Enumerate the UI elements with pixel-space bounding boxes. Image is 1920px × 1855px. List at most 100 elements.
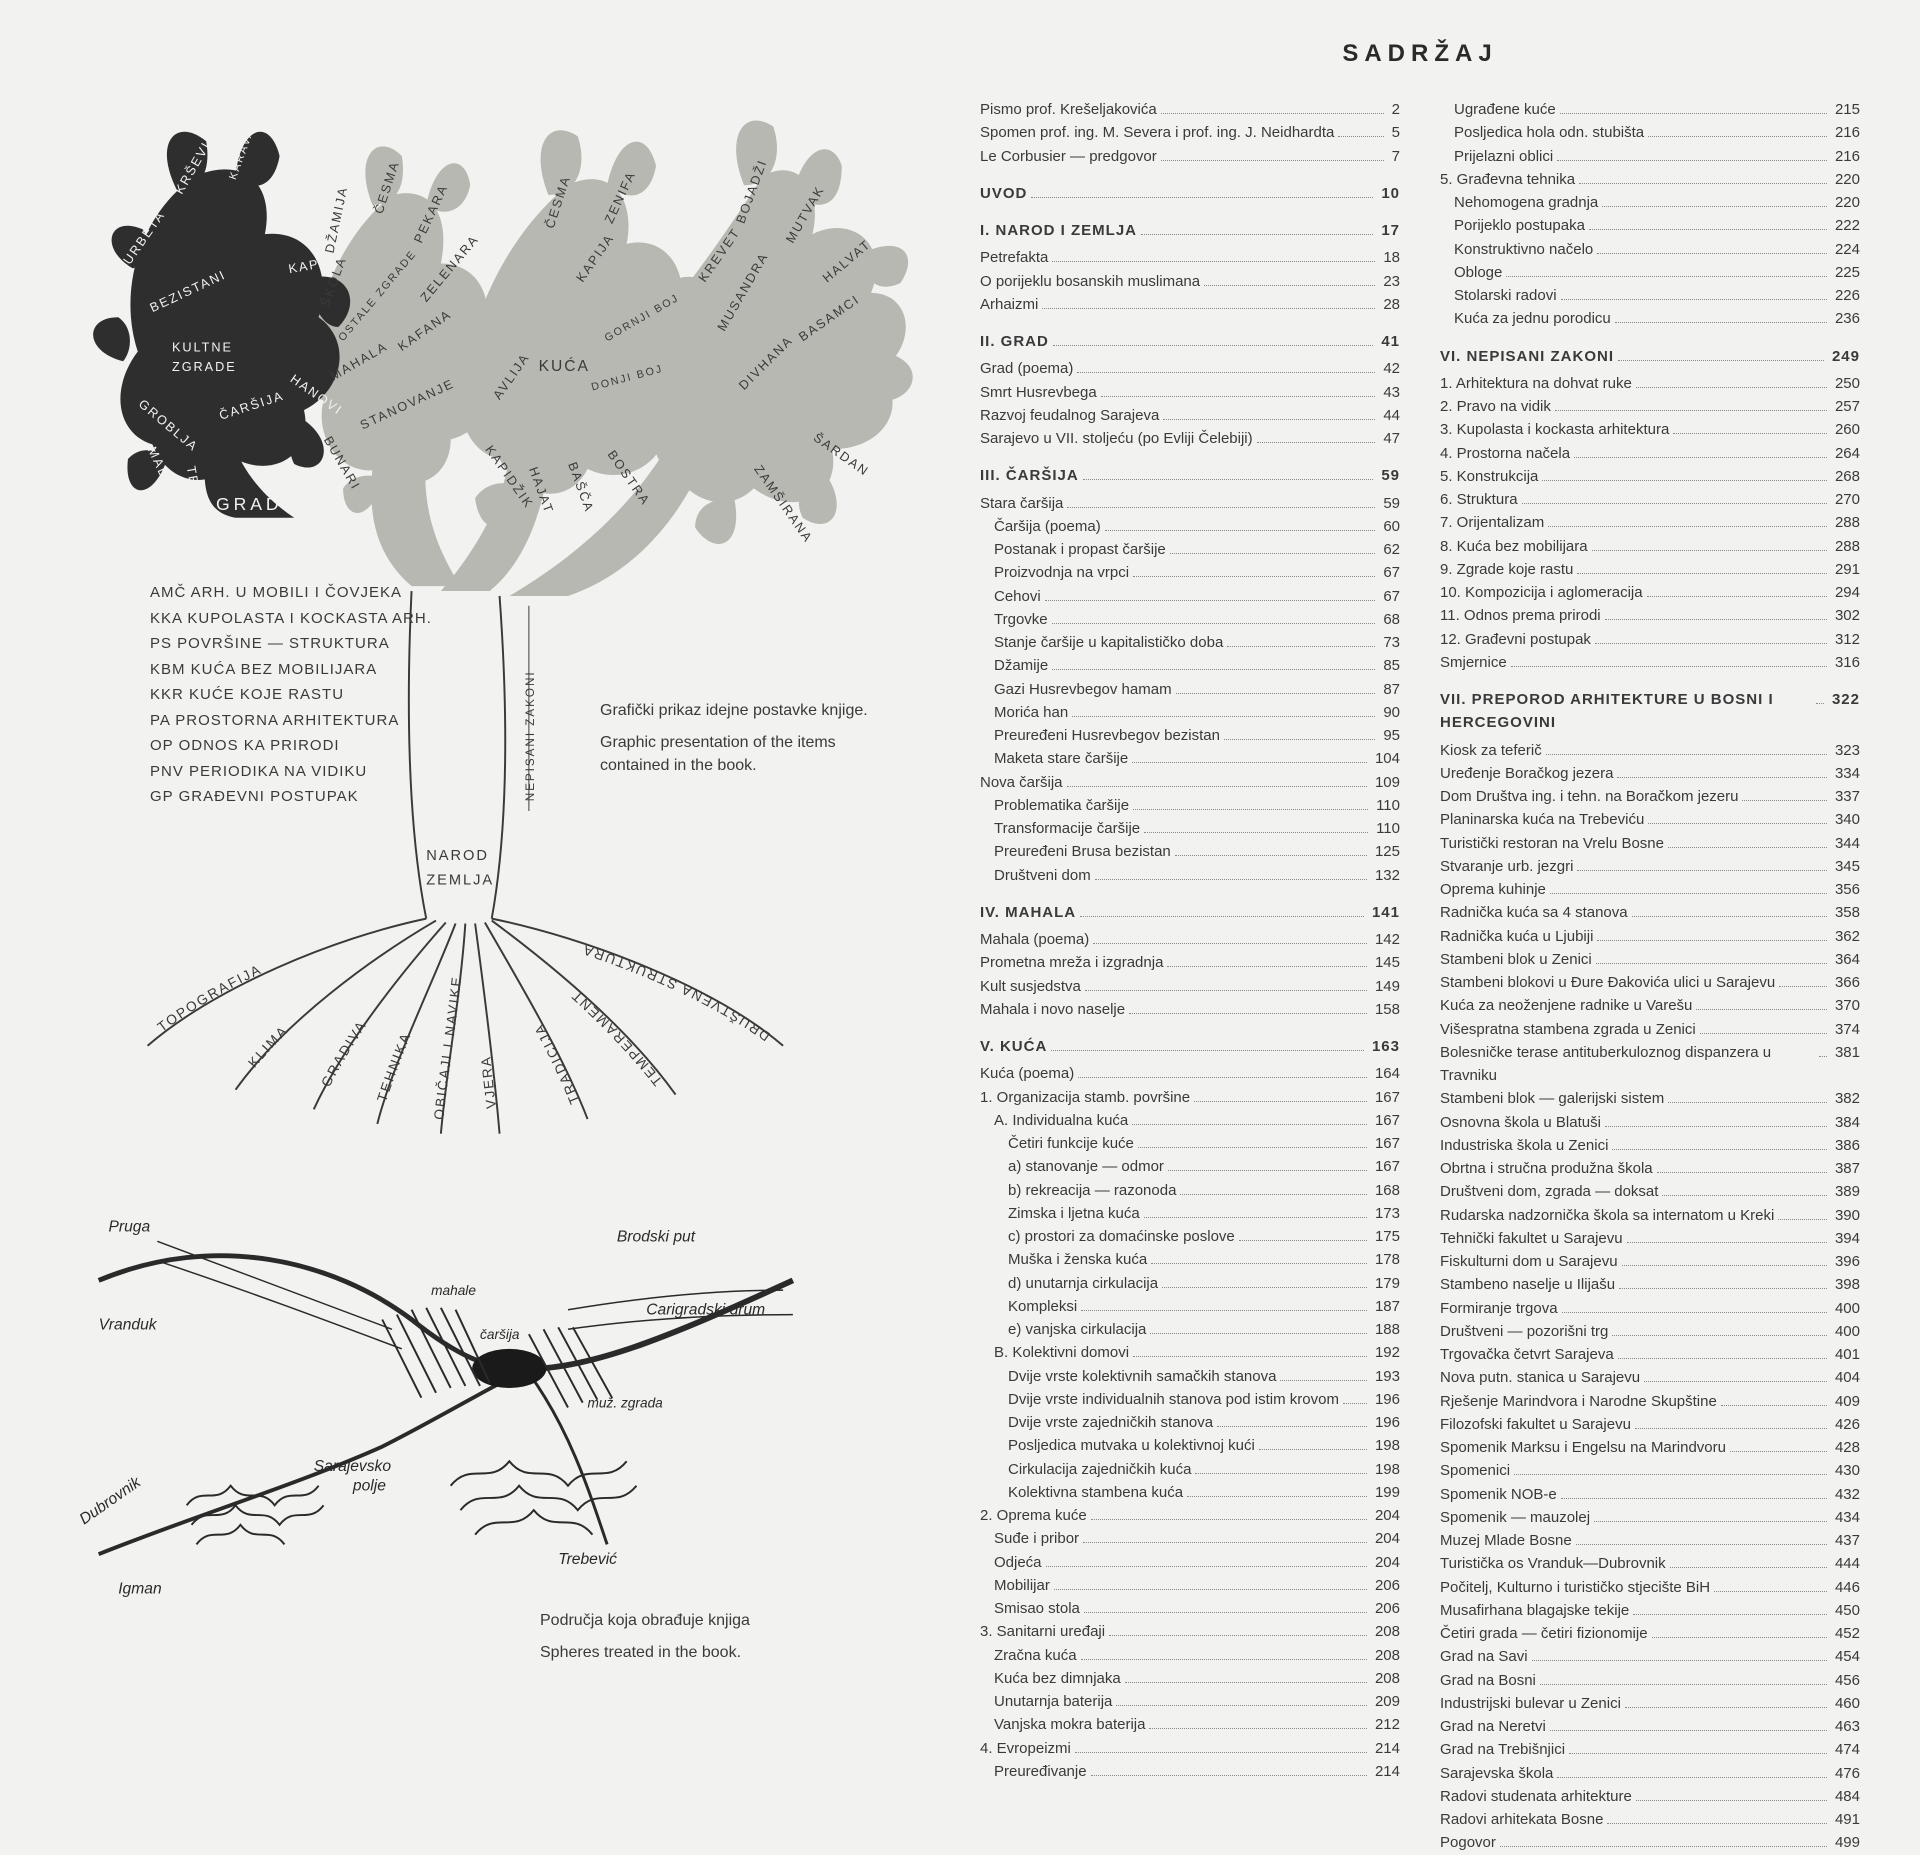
toc-entry: Spomenik Marksu i Engelsu na Marindvoru4… [1440, 1436, 1860, 1459]
toc-entry: Sarajevska škola476 [1440, 1762, 1860, 1785]
toc-entry: Stambeno naselje u Ilijašu398 [1440, 1273, 1860, 1296]
map-label: Carigradski drum [646, 1302, 765, 1319]
toc-section: III. ČARŠIJA59 [980, 464, 1400, 487]
caption-text: Spheres treated in the book. [540, 1642, 900, 1664]
toc-entry: 8. Kuća bez mobilijara288 [1440, 535, 1860, 558]
toc-entry: Vanjska mokra baterija212 [980, 1713, 1400, 1736]
toc-section: VII. PREPOROD ARHITEKTURE U BOSNI I HERC… [1440, 688, 1860, 735]
toc-entry: Konstruktivno načelo224 [1440, 238, 1860, 261]
toc-entry: Kolektivna stambena kuća199 [980, 1481, 1400, 1504]
svg-text:GRADIVA: GRADIVA [318, 1017, 369, 1089]
toc-title: SADRŽAJ [980, 40, 1860, 68]
toc-entry: A. Individualna kuća167 [980, 1109, 1400, 1132]
toc-entry: Le Corbusier — predgovor7 [980, 145, 1400, 168]
toc-entry: Suđe i pribor204 [980, 1527, 1400, 1550]
legend-line: KBM KUĆA BEZ MOBILIJARA [150, 657, 460, 683]
toc-entry: Sarajevo u VII. stoljeću (po Evliji Čele… [980, 427, 1400, 450]
toc-entry: Kuća za neoženjene radnike u Varešu370 [1440, 994, 1860, 1017]
toc-entry: Počitelj, Kulturno i turističko stjecišt… [1440, 1576, 1860, 1599]
toc-entry: Smrt Husrevbega43 [980, 381, 1400, 404]
toc-entry: 7. Orijentalizam288 [1440, 511, 1860, 534]
toc-entry: Muzej Mlade Bosne437 [1440, 1529, 1860, 1552]
map-label: polje [352, 1478, 386, 1495]
toc-entry: Maketa stare čaršije104 [980, 747, 1400, 770]
toc-entry: Smisao stola206 [980, 1597, 1400, 1620]
trunk-label: ZEMLJA [426, 872, 494, 888]
toc-section: VI. NEPISANI ZAKONI249 [1440, 345, 1860, 368]
toc-entry: Pismo prof. Krešeljakovića2 [980, 98, 1400, 121]
toc-section: I. NAROD I ZEMLJA17 [980, 219, 1400, 242]
toc-entry: Planinarska kuća na Trebeviću340 [1440, 808, 1860, 831]
map-label: Sarajevsko [314, 1458, 392, 1475]
toc-entry: a) stanovanje — odmor167 [980, 1155, 1400, 1178]
leaf-label: ZGRADE [172, 359, 237, 374]
toc-entry: Posljedica hola odn. stubišta216 [1440, 121, 1860, 144]
svg-text:TEMPERAMENT: TEMPERAMENT [568, 987, 665, 1089]
toc-entry: O porijeklu bosanskih muslimana23 [980, 270, 1400, 293]
toc-entry: Gazi Husrevbegov hamam87 [980, 678, 1400, 701]
toc-entry: Preuređeni Brusa bezistan125 [980, 840, 1400, 863]
diagram-panel: GRAD [0, 0, 960, 1759]
map-label: Brodski put [617, 1228, 696, 1245]
toc-entry: Musafirhana blagajske tekije450 [1440, 1599, 1860, 1622]
toc-entry: Trgovačka četvrt Sarajeva401 [1440, 1343, 1860, 1366]
toc-entry: Radnička kuća sa 4 stanova358 [1440, 901, 1860, 924]
toc-entry: 2. Oprema kuće204 [980, 1504, 1400, 1527]
root-label: GRADIVA [318, 1017, 369, 1089]
toc-entry: Mahala (poema)142 [980, 928, 1400, 951]
toc-entry: Spomenik — mauzolej434 [1440, 1506, 1860, 1529]
toc-entry: Stvaranje urb. jezgri345 [1440, 855, 1860, 878]
toc-entry: Obrtna i stručna produžna škola387 [1440, 1157, 1860, 1180]
svg-text:TOPOGRAFIJA: TOPOGRAFIJA [155, 962, 265, 1035]
legend-line: KKA KUPOLASTA I KOCKASTA ARH. [150, 606, 460, 632]
toc-entry: Grad na Bosni456 [1440, 1669, 1860, 1692]
toc-panel: SADRŽAJ Pismo prof. Krešeljakovića2 Spome… [960, 0, 1920, 1759]
toc-entry: Kuća za jednu porodicu236 [1440, 307, 1860, 330]
toc-entry: Rudarska nadzornička škola sa internatom… [1440, 1204, 1860, 1227]
toc-entry: Ugrađene kuće215 [1440, 98, 1860, 121]
toc-entry: Kiosk za teferič323 [1440, 739, 1860, 762]
legend-line: PNV PERIODIKA NA VIDIKU [150, 759, 460, 785]
toc-entry: Tehnički fakultet u Sarajevu394 [1440, 1227, 1860, 1250]
toc-entry: Posljedica mutvaka u kolektivnoj kući198 [980, 1434, 1400, 1457]
toc-entry: Smjernice316 [1440, 651, 1860, 674]
tree-diagram: GRAD [40, 40, 920, 1719]
svg-text:VJERA: VJERA [478, 1054, 499, 1109]
toc-entry: Pogovor499 [1440, 1831, 1860, 1854]
toc-entry: Kompleksi187 [980, 1295, 1400, 1318]
toc-entry: Trgovke68 [980, 608, 1400, 631]
toc-entry: 5. Konstrukcija268 [1440, 465, 1860, 488]
map-label: Trebević [558, 1551, 617, 1568]
toc-entry: Društveni — pozorišni trg400 [1440, 1320, 1860, 1343]
toc-entry: Transformacije čaršije110 [980, 817, 1400, 840]
toc-entry: Filozofski fakultet u Sarajevu426 [1440, 1413, 1860, 1436]
toc-entry: Nehomogena gradnja220 [1440, 191, 1860, 214]
toc-section: UVOD10 [980, 182, 1400, 205]
svg-text:TRADICIJA: TRADICIJA [531, 1020, 582, 1106]
toc-entry: e) vanjska cirkulacija188 [980, 1318, 1400, 1341]
legend-line: OP ODNOS KA PRIRODI [150, 733, 460, 759]
toc-entry: Problematika čaršije110 [980, 794, 1400, 817]
toc-entry: Stambeni blok — galerijski sistem382 [1440, 1087, 1860, 1110]
toc-entry: Radnička kuća u Ljubiji362 [1440, 925, 1860, 948]
caption-text: Grafički prikaz idejne postavke knjige. [600, 700, 900, 722]
map-label: Igman [118, 1580, 161, 1597]
toc-entry: Petrefakta18 [980, 246, 1400, 269]
toc-entry: Proizvodnja na vrpci67 [980, 561, 1400, 584]
toc-entry: Stambeni blokovi u Đure Đakovića ulici u… [1440, 971, 1860, 994]
toc-entry: Društveni dom132 [980, 864, 1400, 887]
toc-entry: Unutarnja baterija209 [980, 1690, 1400, 1713]
toc-entry: Nova putn. stanica u Sarajevu404 [1440, 1366, 1860, 1389]
toc-entry: Dvije vrste individualnih stanova pod is… [980, 1388, 1400, 1411]
svg-text:OBIČAJI I NAVIKE: OBIČAJI I NAVIKE [431, 975, 464, 1121]
toc-entry: 3. Sanitarni uređaji208 [980, 1620, 1400, 1643]
toc-entry: Osnovna škola u Blatuši384 [1440, 1111, 1860, 1134]
toc-entry: Stolarski radovi226 [1440, 284, 1860, 307]
toc-entry: Četiri grada — četiri fizionomije452 [1440, 1622, 1860, 1645]
root-label: TEHNIKA [374, 1030, 413, 1104]
toc-entry: Razvoj feudalnog Sarajeva44 [980, 404, 1400, 427]
toc-entry: Industrijski bulevar u Zenici460 [1440, 1692, 1860, 1715]
toc-section: II. GRAD41 [980, 330, 1400, 353]
toc-entry: Dvije vrste kolektivnih samačkih stanova… [980, 1365, 1400, 1388]
toc-entry: Kuća bez dimnjaka208 [980, 1667, 1400, 1690]
